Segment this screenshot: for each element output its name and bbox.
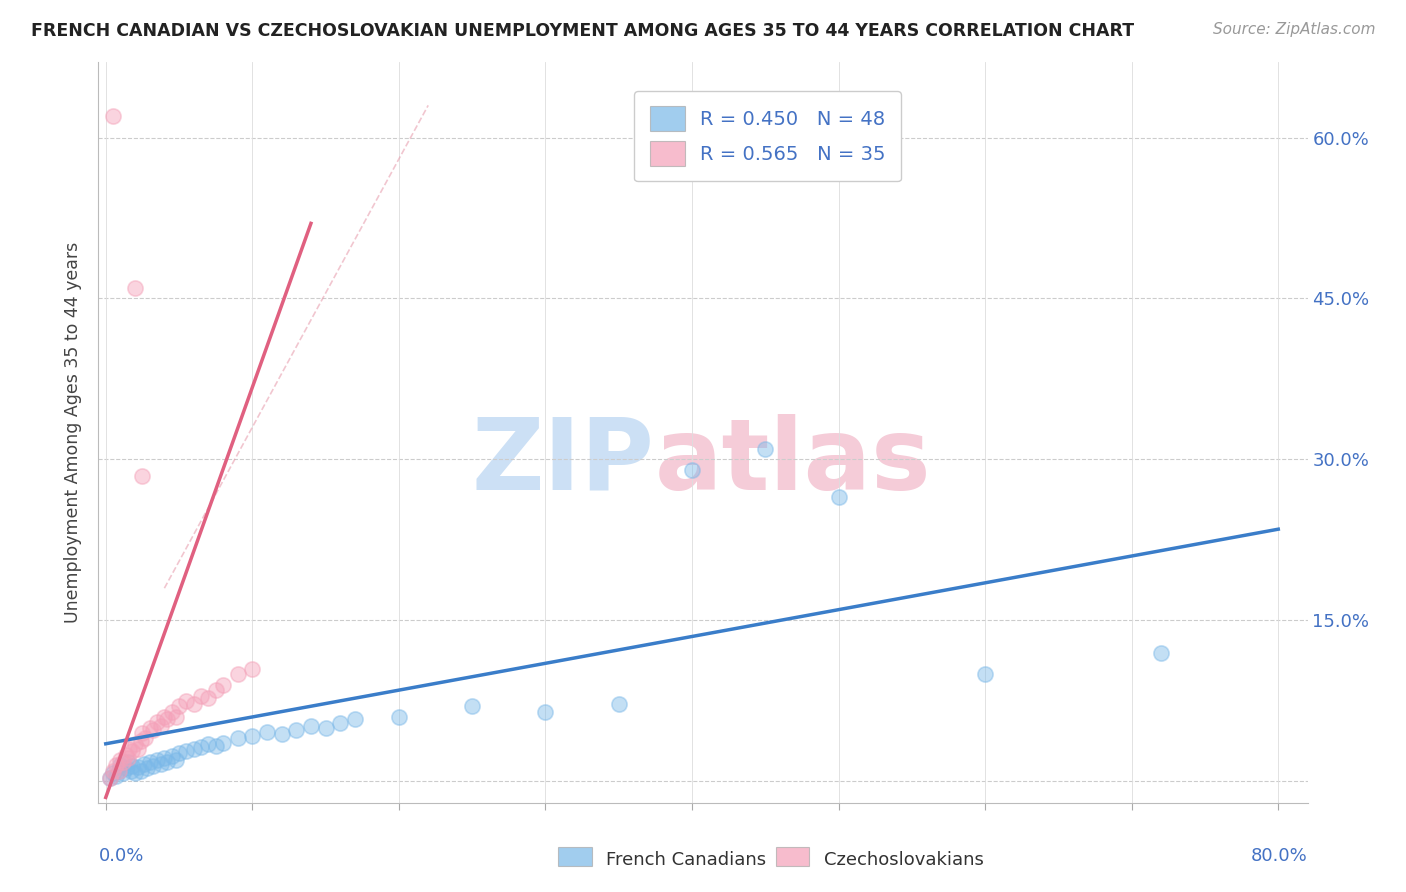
Point xyxy=(101,765,124,780)
Point xyxy=(121,744,143,758)
Text: atlas: atlas xyxy=(655,414,931,511)
Point xyxy=(183,742,205,756)
Point xyxy=(98,771,121,785)
Point xyxy=(134,731,156,746)
Point xyxy=(131,726,153,740)
Point xyxy=(121,759,143,773)
Point xyxy=(270,727,292,741)
Text: French Canadians: French Canadians xyxy=(606,851,766,869)
Point xyxy=(105,769,128,783)
Point xyxy=(285,723,308,737)
Point xyxy=(190,689,212,703)
Point xyxy=(204,739,226,753)
Point xyxy=(142,723,165,737)
Point xyxy=(534,705,557,719)
Point xyxy=(160,748,183,763)
Point xyxy=(110,753,132,767)
Point xyxy=(176,694,198,708)
Point xyxy=(112,755,135,769)
Point xyxy=(167,747,190,761)
Point xyxy=(256,725,278,739)
Point xyxy=(299,718,322,732)
Point xyxy=(129,733,152,747)
Point xyxy=(127,742,149,756)
FancyBboxPatch shape xyxy=(558,847,592,866)
Point xyxy=(131,468,153,483)
Point xyxy=(212,678,235,692)
Y-axis label: Unemployment Among Ages 35 to 44 years: Unemployment Among Ages 35 to 44 years xyxy=(65,242,83,624)
Point xyxy=(120,764,142,778)
Point xyxy=(138,721,160,735)
Text: 0.0%: 0.0% xyxy=(98,847,143,865)
Point xyxy=(112,765,135,780)
Point xyxy=(98,771,121,785)
Point xyxy=(1150,646,1173,660)
Point xyxy=(124,281,146,295)
Point xyxy=(165,753,187,767)
Point xyxy=(160,705,183,719)
Point xyxy=(150,757,173,772)
Point xyxy=(461,699,484,714)
Point xyxy=(226,731,249,746)
Point xyxy=(110,758,132,772)
Point xyxy=(118,742,141,756)
Legend: R = 0.450   N = 48, R = 0.565   N = 35: R = 0.450 N = 48, R = 0.565 N = 35 xyxy=(634,91,901,181)
Text: FRENCH CANADIAN VS CZECHOSLOVAKIAN UNEMPLOYMENT AMONG AGES 35 TO 44 YEARS CORREL: FRENCH CANADIAN VS CZECHOSLOVAKIAN UNEMP… xyxy=(31,22,1135,40)
Point xyxy=(974,667,997,681)
Point xyxy=(165,710,187,724)
Point xyxy=(153,750,176,764)
Point xyxy=(108,764,131,778)
Point xyxy=(197,690,219,705)
Point xyxy=(607,697,630,711)
Point xyxy=(150,718,173,732)
Point xyxy=(388,710,411,724)
Point xyxy=(240,729,263,743)
Point xyxy=(315,721,337,735)
Point xyxy=(156,755,179,769)
Point xyxy=(101,764,124,778)
Point xyxy=(101,109,124,123)
Point xyxy=(117,755,139,769)
Point xyxy=(127,760,149,774)
Point xyxy=(105,758,128,772)
Point xyxy=(343,712,366,726)
Point xyxy=(124,765,146,780)
Point xyxy=(146,753,169,767)
Point xyxy=(240,662,263,676)
Point xyxy=(135,762,157,776)
Point xyxy=(115,747,138,762)
Point xyxy=(204,683,226,698)
Text: Source: ZipAtlas.com: Source: ZipAtlas.com xyxy=(1212,22,1375,37)
Point xyxy=(190,739,212,754)
Point xyxy=(176,744,198,758)
Point xyxy=(681,463,703,477)
Point xyxy=(129,764,152,778)
Point xyxy=(138,755,160,769)
Point xyxy=(329,716,352,731)
Point xyxy=(212,736,235,750)
Point xyxy=(108,764,131,778)
Point xyxy=(153,710,176,724)
Point xyxy=(197,737,219,751)
Point xyxy=(183,697,205,711)
Point xyxy=(132,757,155,772)
Point xyxy=(156,712,179,726)
Point xyxy=(167,699,190,714)
Point xyxy=(124,737,146,751)
Point xyxy=(115,762,138,776)
Point xyxy=(226,667,249,681)
Text: Czechoslovakians: Czechoslovakians xyxy=(824,851,984,869)
Text: 80.0%: 80.0% xyxy=(1251,847,1308,865)
Point xyxy=(117,750,139,764)
FancyBboxPatch shape xyxy=(776,847,810,866)
Point xyxy=(754,442,776,456)
Text: ZIP: ZIP xyxy=(472,414,655,511)
Point xyxy=(142,759,165,773)
Point xyxy=(827,490,849,504)
Point xyxy=(146,715,169,730)
